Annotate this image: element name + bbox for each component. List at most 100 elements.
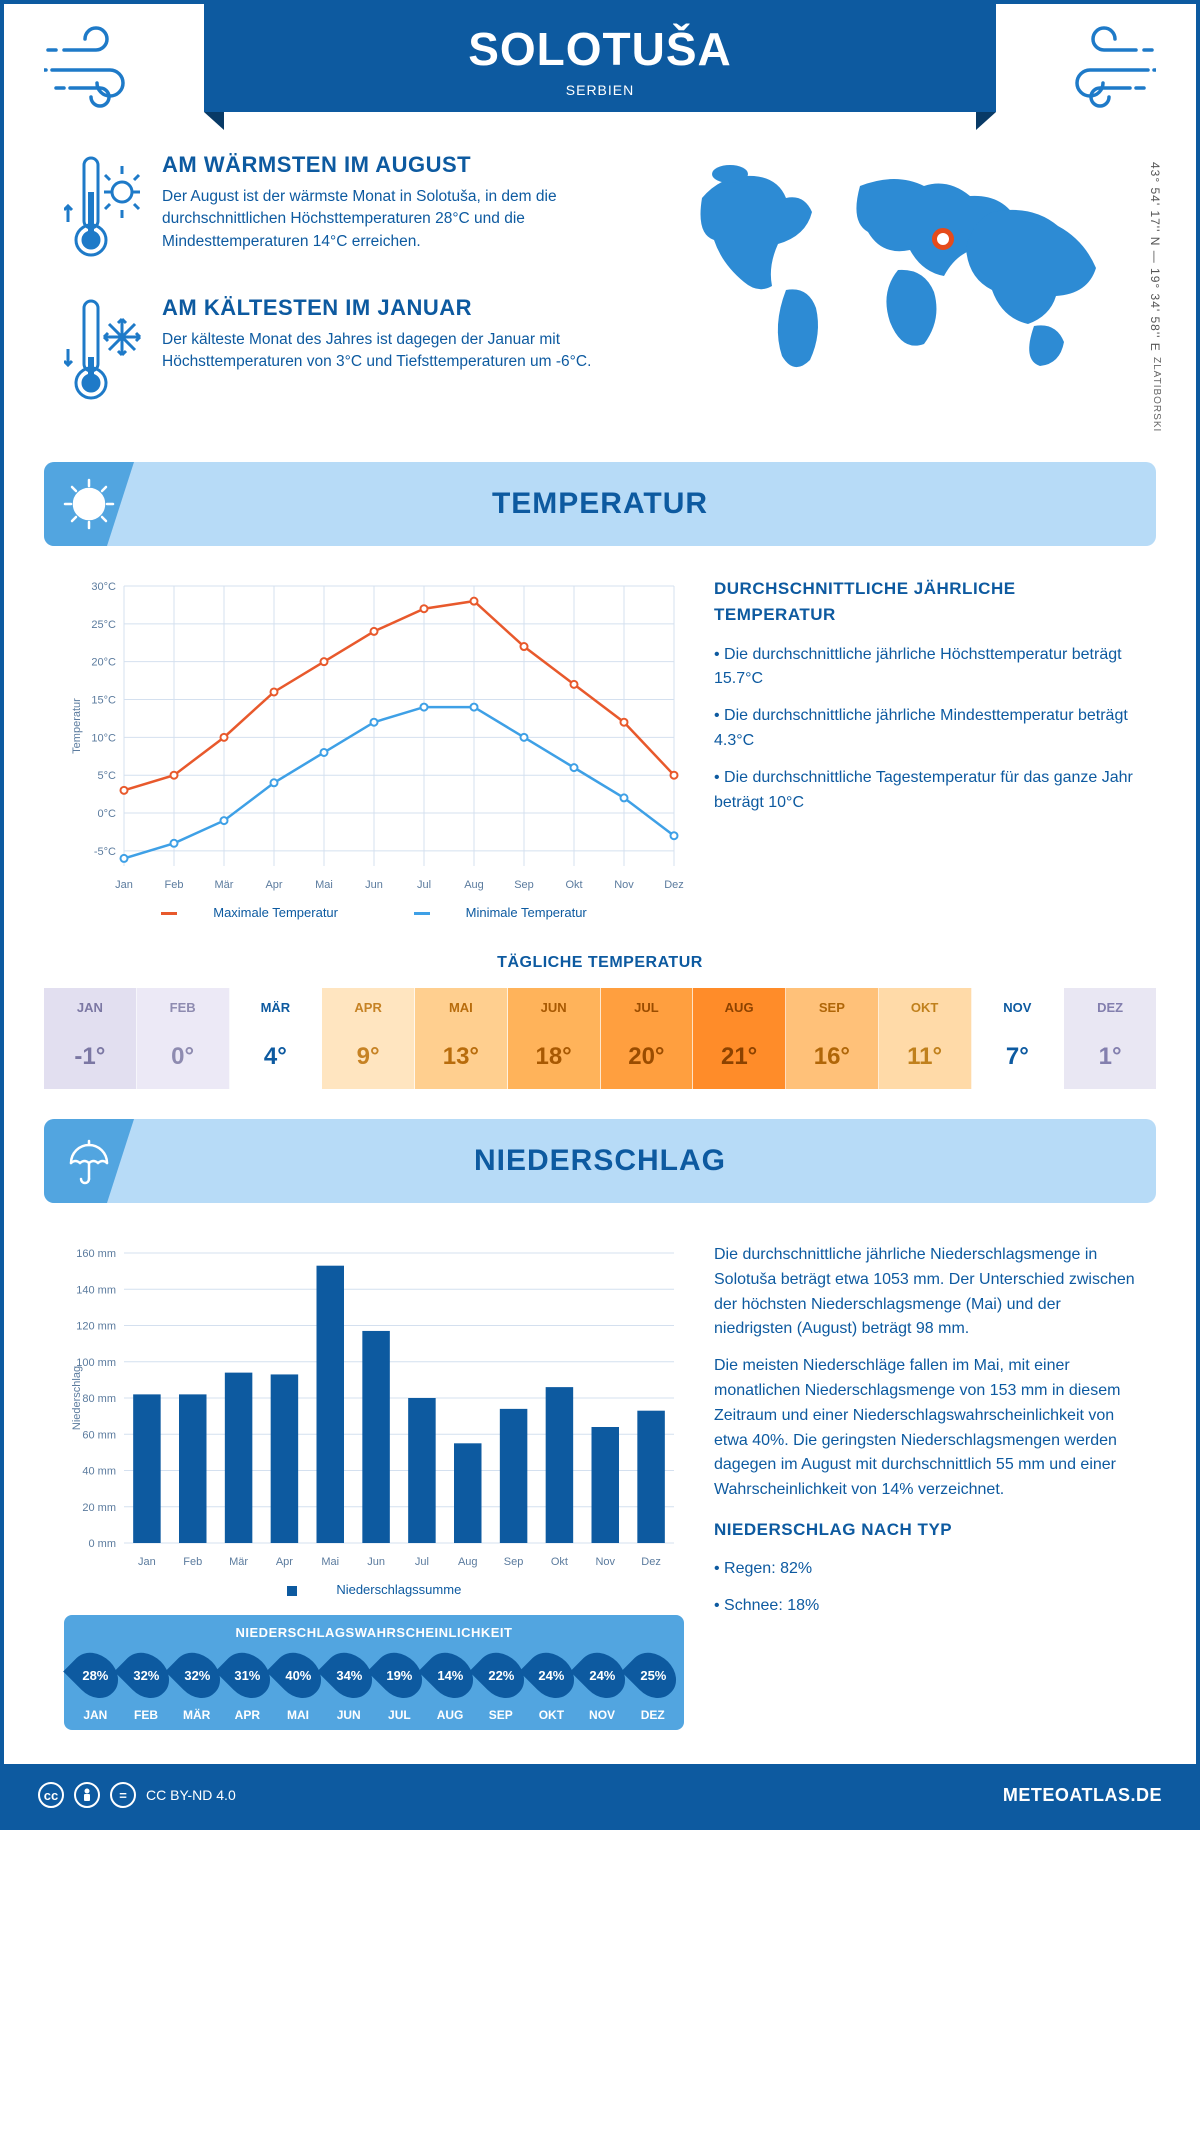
svg-text:Dez: Dez <box>664 879 684 891</box>
header-wrap: SOLOTUŠA SERBIEN <box>4 4 1196 112</box>
footer: cc = CC BY-ND 4.0 METEOATLAS.DE <box>4 1764 1196 1826</box>
svg-text:5°C: 5°C <box>98 770 117 782</box>
section-precip-title: NIEDERSCHLAG <box>474 1144 726 1178</box>
temp-summary-heading: DURCHSCHNITTLICHE JÄHRLICHE TEMPERATUR <box>714 576 1136 629</box>
world-map-svg <box>676 152 1116 382</box>
svg-text:0 mm: 0 mm <box>89 1538 117 1550</box>
svg-text:Apr: Apr <box>276 1556 293 1568</box>
svg-text:40 mm: 40 mm <box>82 1466 116 1478</box>
svg-text:20 mm: 20 mm <box>82 1502 116 1514</box>
svg-text:Dez: Dez <box>641 1556 661 1568</box>
temp-cell: NOV7° <box>972 988 1065 1089</box>
wind-icon-right <box>1046 24 1156 114</box>
temp-cell: SEP16° <box>786 988 879 1089</box>
legend-max-label: Maximale Temperatur <box>213 905 338 920</box>
temperature-chart: -5°C0°C5°C10°C15°C20°C25°C30°CJanFebMärA… <box>64 576 684 920</box>
section-temperature: TEMPERATUR <box>44 462 1156 546</box>
thermo-hot-icon <box>64 152 144 267</box>
temp-cell: APR9° <box>322 988 415 1089</box>
drop-cell: 40%MAI <box>275 1650 322 1722</box>
precip-type-line-2: • Schnee: 18% <box>714 1594 1136 1619</box>
precip-prob-drops: 28%JAN32%FEB32%MÄR31%APR40%MAI34%JUN19%J… <box>72 1650 676 1722</box>
drop-cell: 31%APR <box>224 1650 271 1722</box>
fact-warmest-body: Der August ist der wärmste Monat in Solo… <box>162 186 592 253</box>
svg-text:Mai: Mai <box>321 1556 339 1568</box>
license: cc = CC BY-ND 4.0 <box>38 1782 236 1808</box>
svg-text:Sep: Sep <box>504 1556 524 1568</box>
daily-temp-heading: TÄGLICHE TEMPERATUR <box>4 954 1196 972</box>
precip-text-1: Die durchschnittliche jährliche Niedersc… <box>714 1243 1136 1342</box>
fact-warmest-text: AM WÄRMSTEN IM AUGUST Der August ist der… <box>162 152 592 267</box>
svg-text:Jul: Jul <box>417 879 431 891</box>
temp-cell: MAI13° <box>415 988 508 1089</box>
umbrella-icon <box>44 1119 134 1203</box>
temp-cell: MÄR4° <box>230 988 323 1089</box>
svg-text:Aug: Aug <box>464 879 484 891</box>
svg-text:Okt: Okt <box>565 879 582 891</box>
wind-icon-left <box>44 24 154 114</box>
svg-text:Mär: Mär <box>215 879 234 891</box>
daily-temp-table: JAN-1°FEB0°MÄR4°APR9°MAI13°JUN18°JUL20°A… <box>44 988 1156 1089</box>
fact-coldest-heading: AM KÄLTESTEN IM JANUAR <box>162 295 592 321</box>
svg-text:80 mm: 80 mm <box>82 1393 116 1405</box>
precip-legend-label: Niederschlagssumme <box>336 1582 461 1597</box>
temp-chart-row: -5°C0°C5°C10°C15°C20°C25°C30°CJanFebMärA… <box>4 546 1196 930</box>
legend-min-label: Minimale Temperatur <box>466 905 587 920</box>
svg-text:140 mm: 140 mm <box>76 1284 116 1296</box>
svg-text:Jun: Jun <box>365 879 383 891</box>
fact-warmest-heading: AM WÄRMSTEN IM AUGUST <box>162 152 592 178</box>
country: SERBIEN <box>204 82 996 98</box>
svg-text:Feb: Feb <box>183 1556 202 1568</box>
license-label: CC BY-ND 4.0 <box>146 1787 236 1803</box>
precip-chart-row: 0 mm20 mm40 mm60 mm80 mm100 mm120 mm140 … <box>4 1203 1196 1740</box>
map-marker <box>932 228 954 250</box>
temp-cell: DEZ1° <box>1064 988 1156 1089</box>
section-temperature-title: TEMPERATUR <box>492 487 708 521</box>
temp-summary-line-1: • Die durchschnittliche jährliche Höchst… <box>714 643 1136 693</box>
svg-text:Jan: Jan <box>115 879 133 891</box>
header-banner: SOLOTUŠA SERBIEN <box>204 4 996 112</box>
precip-type-line-1: • Regen: 82% <box>714 1557 1136 1582</box>
precip-type-heading: NIEDERSCHLAG NACH TYP <box>714 1517 1136 1543</box>
precip-probability: NIEDERSCHLAGSWAHRSCHEINLICHKEIT 28%JAN32… <box>64 1615 684 1730</box>
cc-icon: cc <box>38 1782 64 1808</box>
svg-text:Aug: Aug <box>458 1556 478 1568</box>
svg-text:Apr: Apr <box>265 879 282 891</box>
svg-text:Jan: Jan <box>138 1556 156 1568</box>
fact-coldest-body: Der kälteste Monat des Jahres ist dagege… <box>162 329 592 374</box>
coordinates: 43° 54' 17'' N — 19° 34' 58'' E <box>1148 162 1162 352</box>
svg-text:30°C: 30°C <box>91 581 116 593</box>
brand-label: METEOATLAS.DE <box>1003 1785 1162 1806</box>
svg-text:20°C: 20°C <box>91 657 116 669</box>
svg-text:Mär: Mär <box>229 1556 248 1568</box>
region-label: ZLATIBORSKI <box>1151 357 1162 432</box>
svg-text:Niederschlag: Niederschlag <box>71 1366 83 1430</box>
precip-summary: Die durchschnittliche jährliche Niedersc… <box>714 1243 1136 1730</box>
svg-text:Nov: Nov <box>595 1556 615 1568</box>
svg-text:10°C: 10°C <box>91 732 116 744</box>
svg-text:Jun: Jun <box>367 1556 385 1568</box>
drop-cell: 22%SEP <box>477 1650 524 1722</box>
temp-summary-line-3: • Die durchschnittliche Tagestemperatur … <box>714 766 1136 816</box>
drop-cell: 14%AUG <box>427 1650 474 1722</box>
fact-coldest-text: AM KÄLTESTEN IM JANUAR Der kälteste Mona… <box>162 295 592 410</box>
svg-text:120 mm: 120 mm <box>76 1321 116 1333</box>
temp-summary-line-2: • Die durchschnittliche jährliche Mindes… <box>714 704 1136 754</box>
location-title: SOLOTUŠA <box>204 22 996 76</box>
svg-text:160 mm: 160 mm <box>76 1248 116 1260</box>
svg-text:Mai: Mai <box>315 879 333 891</box>
by-icon <box>74 1782 100 1808</box>
temp-cell: JAN-1° <box>44 988 137 1089</box>
svg-text:Nov: Nov <box>614 879 634 891</box>
svg-text:-5°C: -5°C <box>94 846 116 858</box>
temp-cell: OKT11° <box>879 988 972 1089</box>
summary-row: AM WÄRMSTEN IM AUGUST Der August ist der… <box>4 112 1196 448</box>
temperature-summary: DURCHSCHNITTLICHE JÄHRLICHE TEMPERATUR •… <box>714 576 1136 920</box>
page: SOLOTUŠA SERBIEN AM WÄRMSTEN I <box>0 0 1200 1830</box>
drop-cell: 24%OKT <box>528 1650 575 1722</box>
precip-text-2: Die meisten Niederschläge fallen im Mai,… <box>714 1354 1136 1503</box>
facts-column: AM WÄRMSTEN IM AUGUST Der August ist der… <box>64 152 636 438</box>
drop-cell: 24%NOV <box>579 1650 626 1722</box>
world-map: 43° 54' 17'' N — 19° 34' 58'' E ZLATIBOR… <box>676 152 1136 438</box>
drop-cell: 28%JAN <box>72 1650 119 1722</box>
